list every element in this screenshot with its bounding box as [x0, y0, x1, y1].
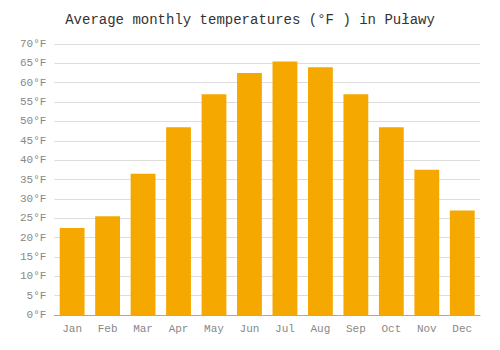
svg-text:65°F: 65°F: [20, 57, 46, 69]
svg-text:5°F: 5°F: [27, 290, 47, 302]
svg-text:35°F: 35°F: [20, 174, 46, 186]
svg-text:Feb: Feb: [98, 323, 118, 335]
svg-text:Oct: Oct: [381, 323, 401, 335]
svg-text:Mar: Mar: [133, 323, 153, 335]
svg-text:20°F: 20°F: [20, 232, 46, 244]
svg-text:15°F: 15°F: [20, 251, 46, 263]
svg-text:Jun: Jun: [240, 323, 260, 335]
svg-text:Jul: Jul: [275, 323, 295, 335]
svg-text:10°F: 10°F: [20, 270, 46, 282]
svg-text:Dec: Dec: [452, 323, 472, 335]
svg-text:May: May: [204, 323, 224, 335]
svg-text:0°F: 0°F: [27, 309, 47, 321]
svg-text:50°F: 50°F: [20, 115, 46, 127]
svg-text:Apr: Apr: [169, 323, 189, 335]
svg-text:Average monthly temperatures (: Average monthly temperatures (°F ) in Pu…: [65, 12, 435, 28]
svg-text:60°F: 60°F: [20, 77, 46, 89]
svg-text:55°F: 55°F: [20, 96, 46, 108]
svg-text:30°F: 30°F: [20, 193, 46, 205]
svg-text:Jan: Jan: [62, 323, 82, 335]
svg-text:45°F: 45°F: [20, 135, 46, 147]
svg-text:70°F: 70°F: [20, 38, 46, 50]
svg-text:Sep: Sep: [346, 323, 366, 335]
svg-text:25°F: 25°F: [20, 212, 46, 224]
svg-text:40°F: 40°F: [20, 154, 46, 166]
svg-text:Aug: Aug: [310, 323, 330, 335]
svg-text:Nov: Nov: [417, 323, 437, 335]
